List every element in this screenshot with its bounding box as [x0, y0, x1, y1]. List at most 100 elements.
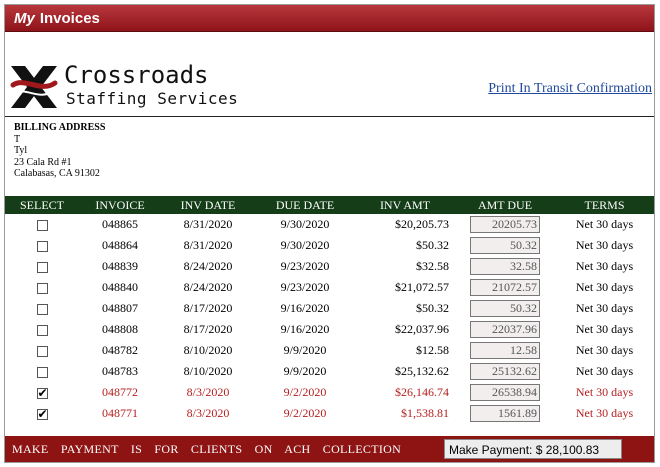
due-date: 9/30/2020 — [280, 238, 330, 252]
select-checkbox[interactable] — [36, 219, 48, 231]
select-checkbox[interactable] — [36, 282, 48, 294]
header-divider — [5, 116, 654, 117]
invoice-date: 8/10/2020 — [183, 343, 233, 357]
select-cell — [5, 214, 79, 235]
invoice-amount: $20,205.73 — [395, 217, 449, 231]
invoice-date: 8/17/2020 — [183, 301, 233, 315]
table-row: 048864 8/31/2020 9/30/2020 $50.32 50.32 Net 3… — [5, 235, 654, 256]
table-row: 048807 8/17/2020 9/16/2020 $50.32 50.32 Net 3… — [5, 298, 654, 319]
invoices-panel: My Invoices Crossroads Staffing Services … — [4, 4, 655, 463]
table-row: 048840 8/24/2020 9/23/2020 $21,072.57 21072.… — [5, 277, 654, 298]
select-checkbox[interactable] — [36, 303, 48, 315]
table-row: 048808 8/17/2020 9/16/2020 $22,037.96 22037.… — [5, 319, 654, 340]
col-inv-amt: INV AMT — [355, 196, 455, 214]
amount-due-cell: 1561.89 — [455, 403, 555, 424]
select-cell: ✔ — [5, 382, 79, 403]
table-row: 048782 8/10/2020 9/9/2020 $12.58 12.58 Net 30… — [5, 340, 654, 361]
amount-due-cell: 32.58 — [455, 256, 555, 277]
select-cell — [5, 361, 79, 382]
invoice-number: 048772 — [102, 385, 138, 399]
amount-due-input[interactable]: 12.58 — [470, 342, 540, 359]
amount-due-input[interactable]: 50.32 — [470, 237, 540, 254]
title-bar: My Invoices — [5, 5, 654, 32]
ach-notice: MAKE PAYMENT IS FOR CLIENTS ON ACH COLLE… — [12, 441, 402, 456]
title-invoices: Invoices — [39, 9, 100, 27]
amount-due-input[interactable]: 26538.94 — [470, 384, 540, 401]
table-row: 048865 8/31/2020 9/30/2020 $20,205.73 20205.… — [5, 214, 654, 235]
terms: Net 30 days — [575, 364, 634, 378]
terms: Net 30 days — [575, 301, 634, 315]
amount-due-cell: 50.32 — [455, 235, 555, 256]
select-checkbox[interactable] — [36, 324, 48, 336]
amount-due-cell: 20205.73 — [455, 214, 555, 235]
table-row: ✔ 048772 8/3/2020 9/2/2020 $26,146.74 26538.9… — [5, 382, 654, 403]
select-cell — [5, 298, 79, 319]
col-amt-due: AMT DUE — [455, 196, 555, 214]
col-terms: TERMS — [555, 196, 654, 214]
due-date: 9/16/2020 — [280, 301, 330, 315]
select-checkbox[interactable]: ✔ — [36, 385, 48, 400]
brand-subtitle: Staffing Services — [66, 89, 239, 108]
invoice-date: 8/24/2020 — [183, 280, 233, 294]
invoice-number: 048771 — [102, 406, 138, 420]
amount-due-input[interactable]: 22037.96 — [470, 321, 540, 338]
brand-name: Crossroads — [64, 61, 209, 89]
invoice-amount: $32.58 — [416, 259, 449, 273]
amount-due-input[interactable]: 1561.89 — [470, 405, 540, 422]
amount-due-input[interactable]: 25132.62 — [470, 363, 540, 380]
select-cell: ✔ — [5, 403, 79, 424]
select-cell — [5, 340, 79, 361]
amount-due-cell: 50.32 — [455, 298, 555, 319]
amount-due-input[interactable]: 20205.73 — [470, 216, 540, 233]
invoice-number: 048807 — [102, 301, 138, 315]
invoice-number: 048840 — [102, 280, 138, 294]
table-row: 048783 8/10/2020 9/9/2020 $25,132.62 25132.6… — [5, 361, 654, 382]
amount-due-input[interactable]: 32.58 — [470, 258, 540, 275]
checkmark-icon: ✔ — [37, 385, 48, 400]
select-checkbox[interactable] — [36, 261, 48, 273]
amount-due-input[interactable]: 21072.57 — [470, 279, 540, 296]
terms: Net 30 days — [575, 322, 634, 336]
select-checkbox[interactable] — [36, 240, 48, 252]
invoice-date: 8/31/2020 — [183, 238, 233, 252]
due-date: 9/23/2020 — [280, 259, 330, 273]
table-row: ✔ 048771 8/3/2020 9/2/2020 $1,538.81 1561.89 N… — [5, 403, 654, 424]
terms: Net 30 days — [575, 259, 634, 273]
print-in-transit-link[interactable]: Print In Transit Confirmation — [488, 81, 652, 96]
select-checkbox[interactable]: ✔ — [36, 407, 48, 421]
amount-due-cell: 21072.57 — [455, 277, 555, 298]
billing-line: T — [14, 133, 21, 145]
due-date: 9/30/2020 — [280, 217, 330, 231]
due-date: 9/9/2020 — [283, 364, 327, 378]
due-date: 9/23/2020 — [280, 280, 330, 294]
invoice-number: 048782 — [102, 343, 138, 357]
invoice-date: 8/10/2020 — [183, 364, 233, 378]
terms: Net 30 days — [575, 217, 634, 231]
invoice-amount: $12.58 — [416, 343, 449, 357]
invoice-amount: $50.32 — [416, 301, 449, 315]
select-checkbox[interactable] — [36, 366, 48, 378]
terms: Net 30 days — [575, 343, 634, 357]
col-invoice: INVOICE — [79, 196, 161, 214]
due-date: 9/16/2020 — [280, 322, 330, 336]
page-title: My Invoices — [14, 10, 100, 27]
billing-line: Calabasas, CA 91302 — [14, 168, 100, 179]
invoice-date: 8/3/2020 — [186, 406, 230, 420]
amount-due-input[interactable]: 50.32 — [470, 300, 540, 317]
select-checkbox[interactable] — [36, 345, 48, 357]
terms: Net 30 days — [575, 280, 634, 294]
table-row: 048839 8/24/2020 9/23/2020 $32.58 32.58 Net 3… — [5, 256, 654, 277]
invoice-number: 048864 — [102, 238, 138, 252]
due-date: 9/2/2020 — [283, 406, 327, 420]
invoice-date: 8/24/2020 — [183, 259, 233, 273]
invoice-amount: $21,072.57 — [395, 280, 449, 294]
invoice-date: 8/17/2020 — [183, 322, 233, 336]
invoice-amount: $22,037.96 — [395, 322, 449, 336]
select-cell — [5, 319, 79, 340]
select-cell — [5, 256, 79, 277]
make-payment-button[interactable]: Make Payment: $ 28,100.83 — [444, 439, 622, 459]
invoice-date: 8/31/2020 — [183, 217, 233, 231]
col-due-date: DUE DATE — [255, 196, 355, 214]
table-header-row: SELECT INVOICE INV DATE DUE DATE INV AMT… — [5, 196, 654, 214]
due-date: 9/2/2020 — [283, 385, 327, 399]
